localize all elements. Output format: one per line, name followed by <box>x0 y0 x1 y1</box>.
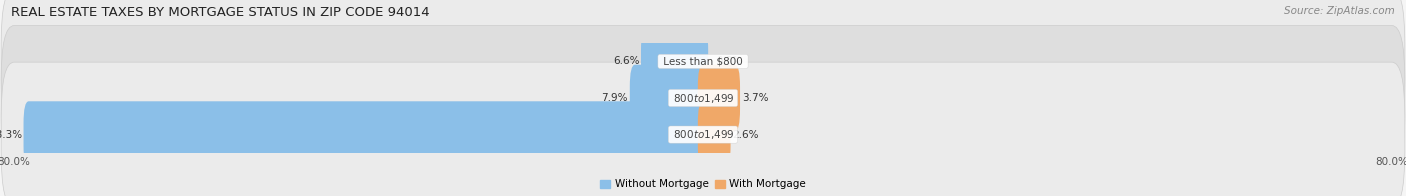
Text: 6.6%: 6.6% <box>613 56 640 66</box>
Text: 3.7%: 3.7% <box>742 93 768 103</box>
Legend: Without Mortgage, With Mortgage: Without Mortgage, With Mortgage <box>600 179 806 189</box>
FancyBboxPatch shape <box>630 65 709 131</box>
FancyBboxPatch shape <box>1 25 1405 171</box>
FancyBboxPatch shape <box>1 62 1405 196</box>
Text: 2.6%: 2.6% <box>733 130 759 140</box>
FancyBboxPatch shape <box>1 0 1405 134</box>
Text: Source: ZipAtlas.com: Source: ZipAtlas.com <box>1284 6 1395 16</box>
Text: REAL ESTATE TAXES BY MORTGAGE STATUS IN ZIP CODE 94014: REAL ESTATE TAXES BY MORTGAGE STATUS IN … <box>11 6 430 19</box>
FancyBboxPatch shape <box>24 101 709 168</box>
Text: $800 to $1,499: $800 to $1,499 <box>671 92 735 104</box>
Text: 0.0%: 0.0% <box>716 56 742 66</box>
FancyBboxPatch shape <box>641 28 709 95</box>
Text: $800 to $1,499: $800 to $1,499 <box>671 128 735 141</box>
Text: Less than $800: Less than $800 <box>659 56 747 66</box>
Text: 7.9%: 7.9% <box>602 93 628 103</box>
Text: 78.3%: 78.3% <box>0 130 22 140</box>
FancyBboxPatch shape <box>697 101 731 168</box>
FancyBboxPatch shape <box>697 65 740 131</box>
